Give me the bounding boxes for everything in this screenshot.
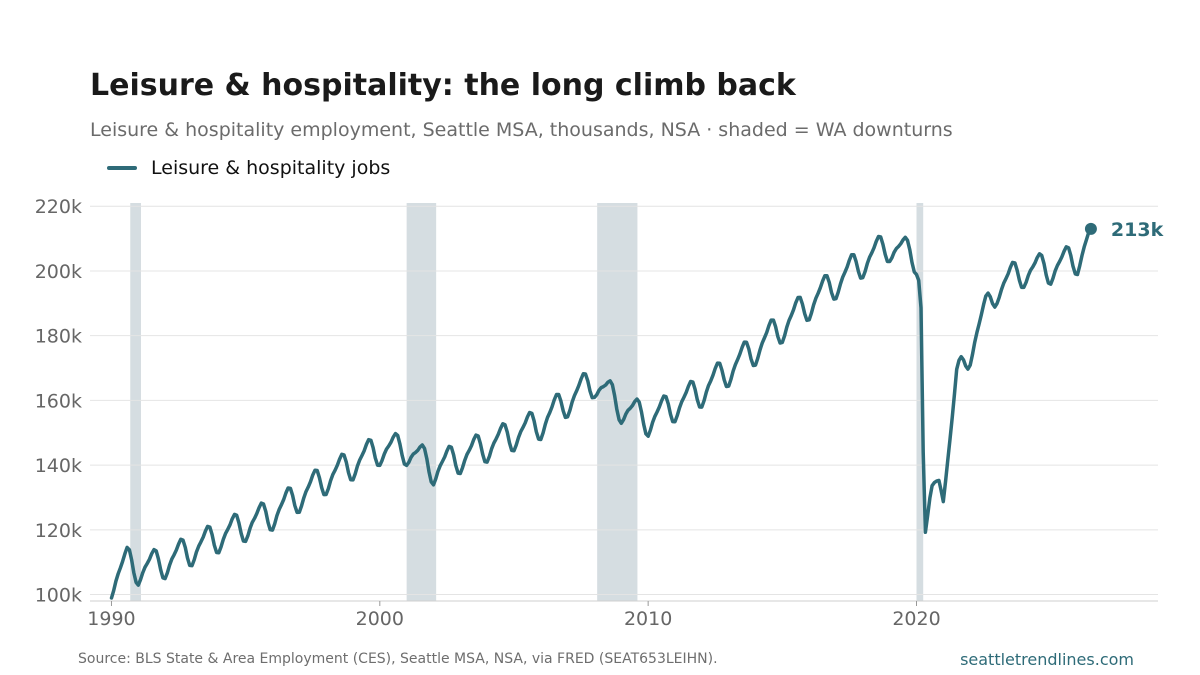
- end-value-label: 213k: [1111, 219, 1164, 241]
- legend-label: Leisure & hospitality jobs: [151, 157, 391, 179]
- brand-link[interactable]: seattletrendlines.com: [960, 650, 1134, 669]
- chart-subtitle: Leisure & hospitality employment, Seattl…: [90, 119, 953, 141]
- x-tick-label: 2010: [624, 608, 672, 630]
- x-tick-label: 1990: [87, 608, 135, 630]
- downturn-shade: [916, 203, 924, 601]
- y-tick-label: 160k: [35, 390, 82, 412]
- y-tick-label: 220k: [35, 196, 82, 218]
- chart-title: Leisure & hospitality: the long climb ba…: [90, 68, 796, 103]
- y-tick-label: 140k: [35, 455, 82, 477]
- legend-swatch: [107, 166, 137, 170]
- x-tick-label: 2020: [892, 608, 940, 630]
- y-tick-label: 200k: [35, 261, 82, 283]
- downturn-shade: [406, 203, 437, 601]
- end-point-marker: [1084, 222, 1097, 235]
- y-tick-label: 100k: [35, 585, 82, 607]
- series-line: [109, 227, 1093, 600]
- legend: Leisure & hospitality jobs: [107, 157, 390, 179]
- x-tick-label: 2000: [356, 608, 404, 630]
- y-tick-label: 180k: [35, 326, 82, 348]
- y-tick-label: 120k: [35, 520, 82, 542]
- source-note: Source: BLS State & Area Employment (CES…: [78, 651, 718, 667]
- downturn-shade: [130, 203, 141, 601]
